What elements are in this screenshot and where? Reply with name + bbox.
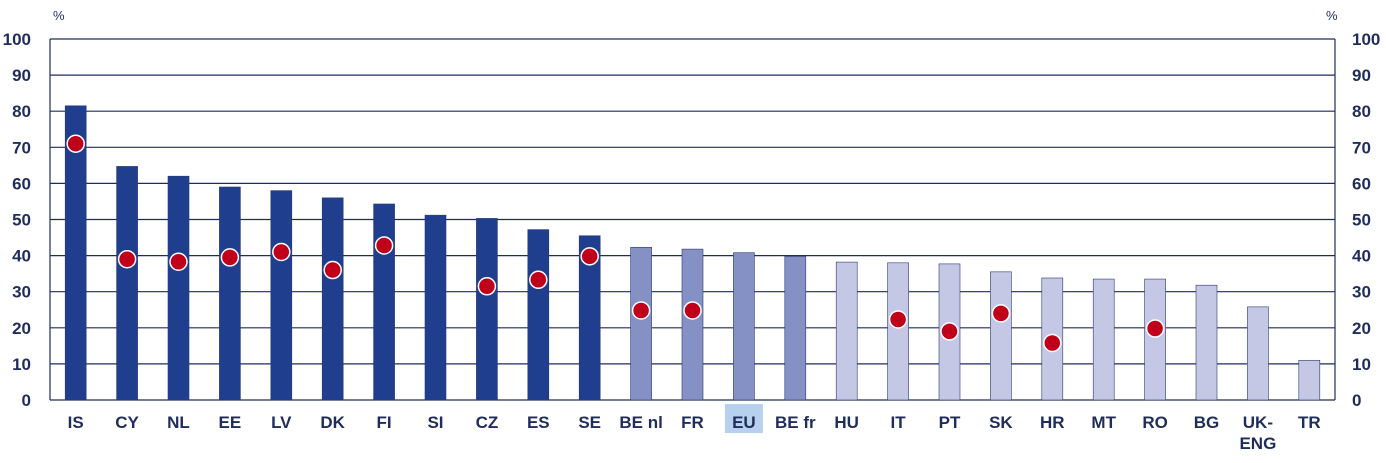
y-tick-left: 80 — [12, 102, 31, 121]
marker-nl — [169, 252, 188, 271]
x-tick-label: CZ — [476, 413, 499, 432]
bar-bg — [1195, 284, 1218, 401]
x-tick-label: FR — [681, 413, 704, 432]
bars — [64, 105, 1321, 401]
x-tick-label: IT — [891, 413, 907, 432]
x-tick-label: EE — [219, 413, 242, 432]
x-tick-label: CY — [115, 413, 139, 432]
bar-befr — [784, 256, 807, 401]
x-tick-label: IS — [68, 413, 84, 432]
x-tick-label: SI — [427, 413, 443, 432]
marker-es — [529, 270, 548, 290]
x-tick-label: SK — [989, 413, 1013, 432]
marker-fi — [374, 236, 394, 255]
bar-si — [424, 214, 447, 401]
y-tick-left: 60 — [12, 174, 31, 193]
x-tick-label: BG — [1194, 413, 1220, 432]
bar-mt — [1092, 278, 1115, 401]
y-tick-left: 0 — [22, 391, 31, 410]
markers — [66, 134, 1165, 353]
x-tick-label: EU — [732, 413, 756, 432]
y-tick-left: 100 — [3, 30, 31, 49]
marker-it — [888, 310, 908, 329]
bar-lv — [270, 190, 293, 401]
bar-cy — [116, 166, 138, 401]
y-tick-right: 80 — [1352, 102, 1371, 121]
y-tick-left: 70 — [12, 138, 31, 157]
x-tick-label: BE nl — [619, 413, 662, 432]
bar-is — [64, 105, 87, 401]
y-tick-left: 50 — [12, 211, 31, 230]
bar-tr — [1298, 359, 1321, 401]
bar-es — [527, 229, 550, 401]
x-tick-label: ES — [527, 413, 550, 432]
bar-nl — [167, 175, 190, 401]
y-tick-left: 20 — [12, 319, 31, 338]
y-tick-left: 90 — [12, 66, 31, 85]
x-tick-label: DK — [320, 413, 345, 432]
y-tick-right: 20 — [1352, 319, 1371, 338]
marker-fr — [683, 301, 702, 320]
x-tick-label: HR — [1040, 413, 1065, 432]
x-tick-label: TR — [1298, 413, 1321, 432]
marker-ee — [220, 248, 240, 267]
marker-lv — [272, 242, 291, 262]
x-axis: IS CY NL EE LV DK FI SI CZ ES SE BE nl FR EU BE fr HU IT… — [68, 404, 1321, 453]
marker-pt — [940, 322, 959, 341]
bar-benl — [630, 246, 652, 401]
bar-fr — [681, 248, 704, 401]
y-tick-right: 10 — [1352, 355, 1371, 374]
y-tick-right: 60 — [1352, 174, 1371, 193]
bar-ee — [219, 186, 241, 401]
y-tick-left: 10 — [12, 355, 31, 374]
y-tick-left: 40 — [12, 247, 31, 266]
y-tick-right: 50 — [1352, 211, 1371, 230]
y-axis-left-unit: % — [53, 8, 65, 23]
x-tick-label: UK- — [1243, 413, 1273, 432]
marker-sk — [991, 304, 1011, 323]
marker-is — [66, 134, 85, 153]
x-tick-label: ENG — [1239, 434, 1276, 453]
x-tick-label: HU — [834, 413, 859, 432]
bar-dk — [321, 197, 344, 401]
marker-se — [580, 247, 599, 266]
x-tick-label: SE — [578, 413, 601, 432]
y-tick-right: 100 — [1352, 30, 1380, 49]
marker-cy — [117, 249, 137, 269]
marker-hr — [1043, 333, 1062, 353]
y-tick-left: 30 — [12, 283, 31, 302]
y-tick-right: 90 — [1352, 66, 1371, 85]
marker-dk — [323, 260, 342, 280]
bar-it — [887, 262, 909, 401]
x-tick-label: MT — [1091, 413, 1116, 432]
y-axis-right: 0 10 20 30 40 50 60 70 80 90 100 — [1352, 30, 1380, 410]
marker-cz — [477, 277, 497, 296]
x-tick-label: LV — [271, 413, 292, 432]
x-tick-label: FI — [377, 413, 392, 432]
y-tick-right: 40 — [1352, 247, 1371, 266]
bar-ukeng — [1247, 306, 1269, 401]
y-tick-right: 30 — [1352, 283, 1371, 302]
y-tick-right: 70 — [1352, 138, 1371, 157]
x-tick-label: NL — [167, 413, 190, 432]
x-tick-label: PT — [939, 413, 961, 432]
bar-fi — [373, 203, 395, 401]
y-tick-right: 0 — [1352, 391, 1361, 410]
marker-benl — [631, 301, 651, 320]
bar-sk — [990, 271, 1012, 401]
x-tick-label: BE fr — [775, 413, 816, 432]
bar-hu — [835, 261, 858, 401]
highlight-box — [724, 404, 763, 433]
bar-ro — [1144, 278, 1166, 401]
bar-eu — [733, 252, 755, 401]
marker-ro — [1145, 319, 1165, 338]
bar-se — [578, 235, 601, 401]
y-axis-right-unit: % — [1326, 8, 1338, 23]
y-axis-left: 0 10 20 30 40 50 60 70 80 90 100 — [3, 30, 31, 410]
bar-cz — [476, 218, 498, 401]
x-tick-label: RO — [1142, 413, 1168, 432]
